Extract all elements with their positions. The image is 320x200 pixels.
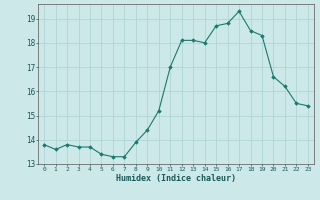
X-axis label: Humidex (Indice chaleur): Humidex (Indice chaleur) bbox=[116, 174, 236, 183]
